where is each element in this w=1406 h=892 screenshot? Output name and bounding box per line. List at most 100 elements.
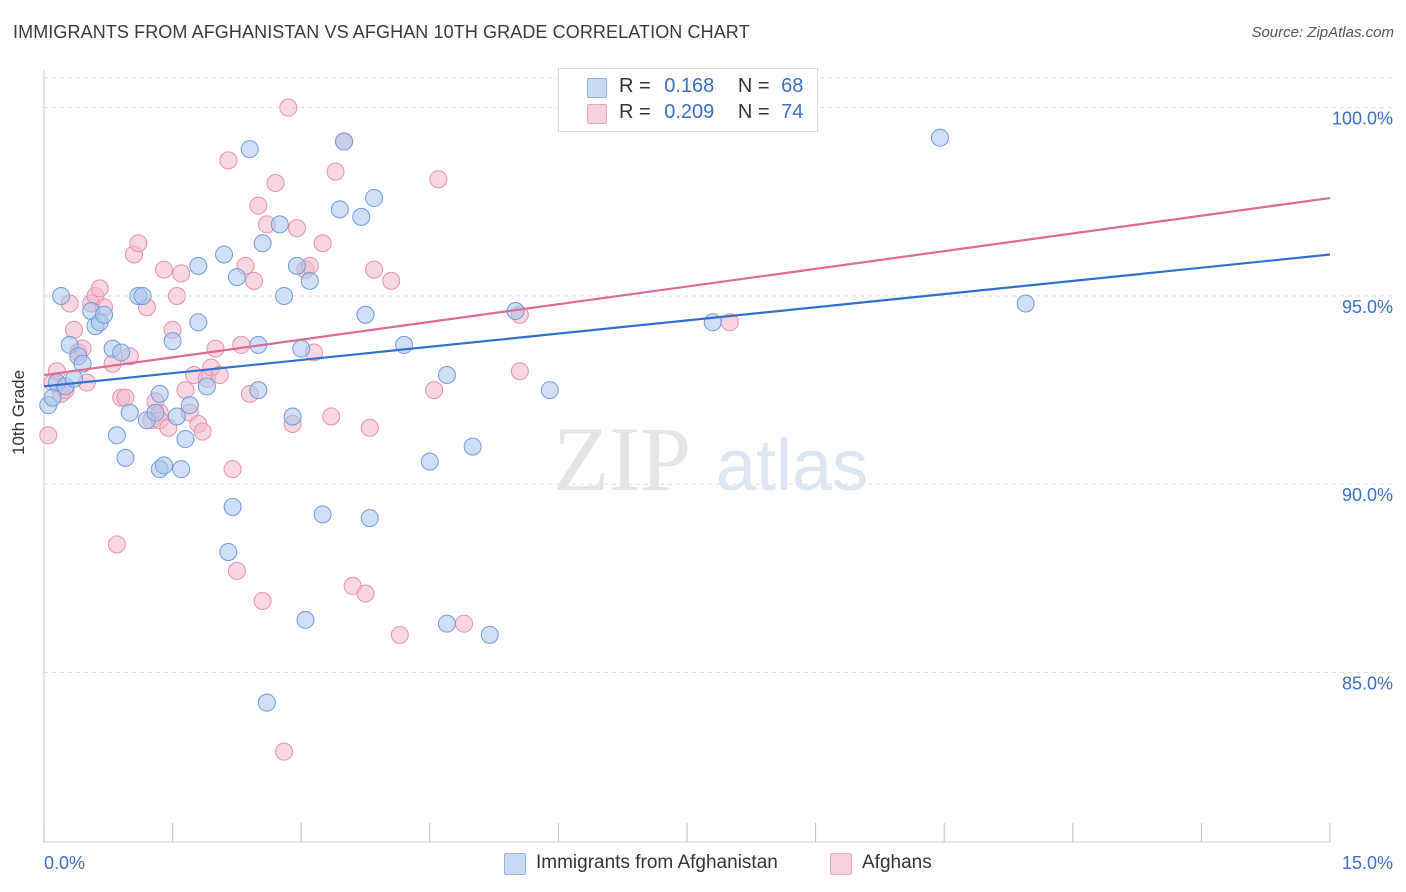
immigrants-point[interactable] bbox=[95, 305, 114, 324]
immigrants-point[interactable] bbox=[189, 313, 208, 332]
immigrants-point[interactable] bbox=[257, 693, 276, 712]
immigrants-point[interactable] bbox=[313, 505, 332, 524]
afghans-point[interactable] bbox=[172, 264, 191, 283]
afghans-point[interactable] bbox=[176, 381, 195, 400]
legend-r-label: R = bbox=[619, 101, 651, 123]
immigrants-point[interactable] bbox=[120, 403, 139, 422]
afghans-point[interactable] bbox=[253, 591, 272, 610]
legend-r-value: 0.168 bbox=[664, 75, 715, 97]
immigrants-point[interactable] bbox=[180, 396, 199, 415]
afghans-point[interactable] bbox=[107, 535, 126, 554]
immigrants-point[interactable] bbox=[197, 377, 216, 396]
immigrants-point[interactable] bbox=[227, 268, 246, 287]
immigrants-point[interactable] bbox=[356, 305, 375, 324]
immigrants-point[interactable] bbox=[270, 215, 289, 234]
immigrants-point[interactable] bbox=[437, 366, 456, 385]
afghans-point[interactable] bbox=[245, 271, 264, 290]
afghans-point[interactable] bbox=[287, 219, 306, 238]
afghans-point[interactable] bbox=[39, 426, 58, 445]
immigrants-point[interactable] bbox=[463, 437, 482, 456]
afghans-point[interactable] bbox=[356, 584, 375, 603]
immigrants-point[interactable] bbox=[155, 456, 174, 475]
legend-r-label: R = bbox=[619, 75, 651, 97]
afghans-point[interactable] bbox=[129, 234, 148, 253]
legend-n-label: N = bbox=[737, 101, 770, 123]
afghans-point[interactable] bbox=[279, 98, 298, 117]
immigrants-point[interactable] bbox=[223, 497, 242, 516]
immigrants-point[interactable] bbox=[215, 245, 234, 264]
afghans-point[interactable] bbox=[227, 561, 246, 580]
legend-n-value: 74 bbox=[781, 101, 804, 123]
immigrants-point[interactable] bbox=[480, 625, 499, 644]
afghans-point[interactable] bbox=[382, 271, 401, 290]
afghans-point[interactable] bbox=[322, 407, 341, 426]
afghans-point[interactable] bbox=[90, 279, 109, 298]
afghans-point[interactable] bbox=[65, 320, 84, 339]
immigrants-point[interactable] bbox=[253, 234, 272, 253]
immigrants-point[interactable] bbox=[150, 384, 169, 403]
afghans-point[interactable] bbox=[249, 196, 268, 215]
immigrants-point[interactable] bbox=[283, 407, 302, 426]
immigrants-point[interactable] bbox=[107, 426, 126, 445]
y-tick-label: 90.0% bbox=[1342, 485, 1393, 505]
immigrants-point[interactable] bbox=[146, 403, 165, 422]
immigrants-point[interactable] bbox=[292, 339, 311, 358]
immigrants-point[interactable] bbox=[296, 610, 315, 629]
legend-n-label: N = bbox=[737, 75, 770, 97]
immigrants-point[interactable] bbox=[275, 286, 294, 305]
immigrants-point[interactable] bbox=[112, 343, 131, 362]
immigrants-point[interactable] bbox=[172, 460, 191, 479]
afghans-point[interactable] bbox=[365, 260, 384, 279]
afghans-point[interactable] bbox=[326, 162, 345, 181]
immigrants-point[interactable] bbox=[133, 286, 152, 305]
afghans-point[interactable] bbox=[219, 151, 238, 170]
immigrants-point[interactable] bbox=[219, 543, 238, 562]
immigrants-point[interactable] bbox=[176, 430, 195, 449]
afghans-point[interactable] bbox=[510, 362, 529, 381]
y-tick-label: 85.0% bbox=[1342, 674, 1393, 694]
immigrants-point[interactable] bbox=[365, 189, 384, 208]
afghans-point[interactable] bbox=[429, 170, 448, 189]
watermark: ZIP atlas bbox=[553, 408, 868, 510]
immigrants-point[interactable] bbox=[300, 271, 319, 290]
afghans-point[interactable] bbox=[360, 418, 379, 437]
immigrants-point[interactable] bbox=[360, 509, 379, 528]
afghans-point[interactable] bbox=[313, 234, 332, 253]
afghans-point[interactable] bbox=[275, 742, 294, 761]
immigrants-point[interactable] bbox=[930, 128, 949, 147]
afghans-point[interactable] bbox=[206, 339, 225, 358]
immigrants-point[interactable] bbox=[163, 332, 182, 351]
immigrants-point[interactable] bbox=[330, 200, 349, 219]
trend-lines bbox=[43, 196, 1331, 388]
afghans-point[interactable] bbox=[116, 388, 135, 407]
tick-labels: 85.0% 90.0% 95.0% 100.0% 0.0% 15.0% bbox=[44, 109, 1393, 873]
immigrants-point[interactable] bbox=[352, 207, 371, 226]
y-tick-label: 95.0% bbox=[1342, 297, 1393, 317]
correlation-legend: R = 0.168 N = 68 R = 0.209 N = 74 bbox=[558, 68, 818, 132]
immigrants-point[interactable] bbox=[437, 614, 456, 633]
y-axis-title: 10th Grade bbox=[9, 369, 28, 455]
afghans-point[interactable] bbox=[455, 614, 474, 633]
immigrants-point[interactable] bbox=[52, 286, 71, 305]
afghans-point[interactable] bbox=[167, 286, 186, 305]
immigrants-point[interactable] bbox=[1016, 294, 1035, 313]
immigrants-point[interactable] bbox=[167, 407, 186, 426]
afghans-point[interactable] bbox=[193, 422, 212, 441]
afghans-point[interactable] bbox=[425, 381, 444, 400]
immigrants-point[interactable] bbox=[189, 256, 208, 275]
afghans-point[interactable] bbox=[155, 260, 174, 279]
immigrants-point[interactable] bbox=[73, 354, 92, 373]
y-tick-label: 100.0% bbox=[1332, 109, 1393, 129]
immigrants-point[interactable] bbox=[116, 448, 135, 467]
immigrants-point[interactable] bbox=[249, 381, 268, 400]
immigrants-point[interactable] bbox=[287, 256, 306, 275]
immigrants-point[interactable] bbox=[335, 132, 354, 151]
immigrants-point[interactable] bbox=[240, 140, 259, 159]
immigrants-point[interactable] bbox=[540, 381, 559, 400]
immigrants-point[interactable] bbox=[420, 452, 439, 471]
afghans-point[interactable] bbox=[266, 173, 285, 192]
afghans-point[interactable] bbox=[210, 366, 229, 385]
afghans-point[interactable] bbox=[390, 625, 409, 644]
afghans-point[interactable] bbox=[232, 335, 251, 354]
afghans-point[interactable] bbox=[223, 460, 242, 479]
